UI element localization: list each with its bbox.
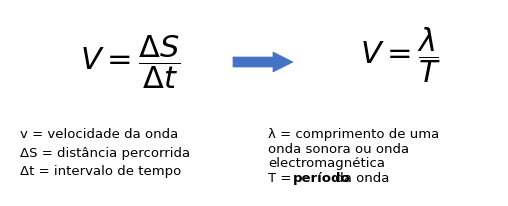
Text: período: período xyxy=(293,172,351,185)
Polygon shape xyxy=(233,52,293,72)
Text: $V = \dfrac{\Delta S}{\Delta t}$: $V = \dfrac{\Delta S}{\Delta t}$ xyxy=(80,33,180,91)
Text: v = velocidade da onda
ΔS = distância percorrida
Δt = intervalo de tempo: v = velocidade da onda ΔS = distância pe… xyxy=(20,128,190,178)
Text: λ = comprimento de uma: λ = comprimento de uma xyxy=(268,128,439,141)
Text: electromagnética: electromagnética xyxy=(268,157,385,170)
Text: onda sonora ou onda: onda sonora ou onda xyxy=(268,143,409,156)
Text: $V = \dfrac{\lambda}{T}$: $V = \dfrac{\lambda}{T}$ xyxy=(360,25,440,85)
Text: da onda: da onda xyxy=(331,172,390,185)
Text: T =: T = xyxy=(268,172,300,185)
